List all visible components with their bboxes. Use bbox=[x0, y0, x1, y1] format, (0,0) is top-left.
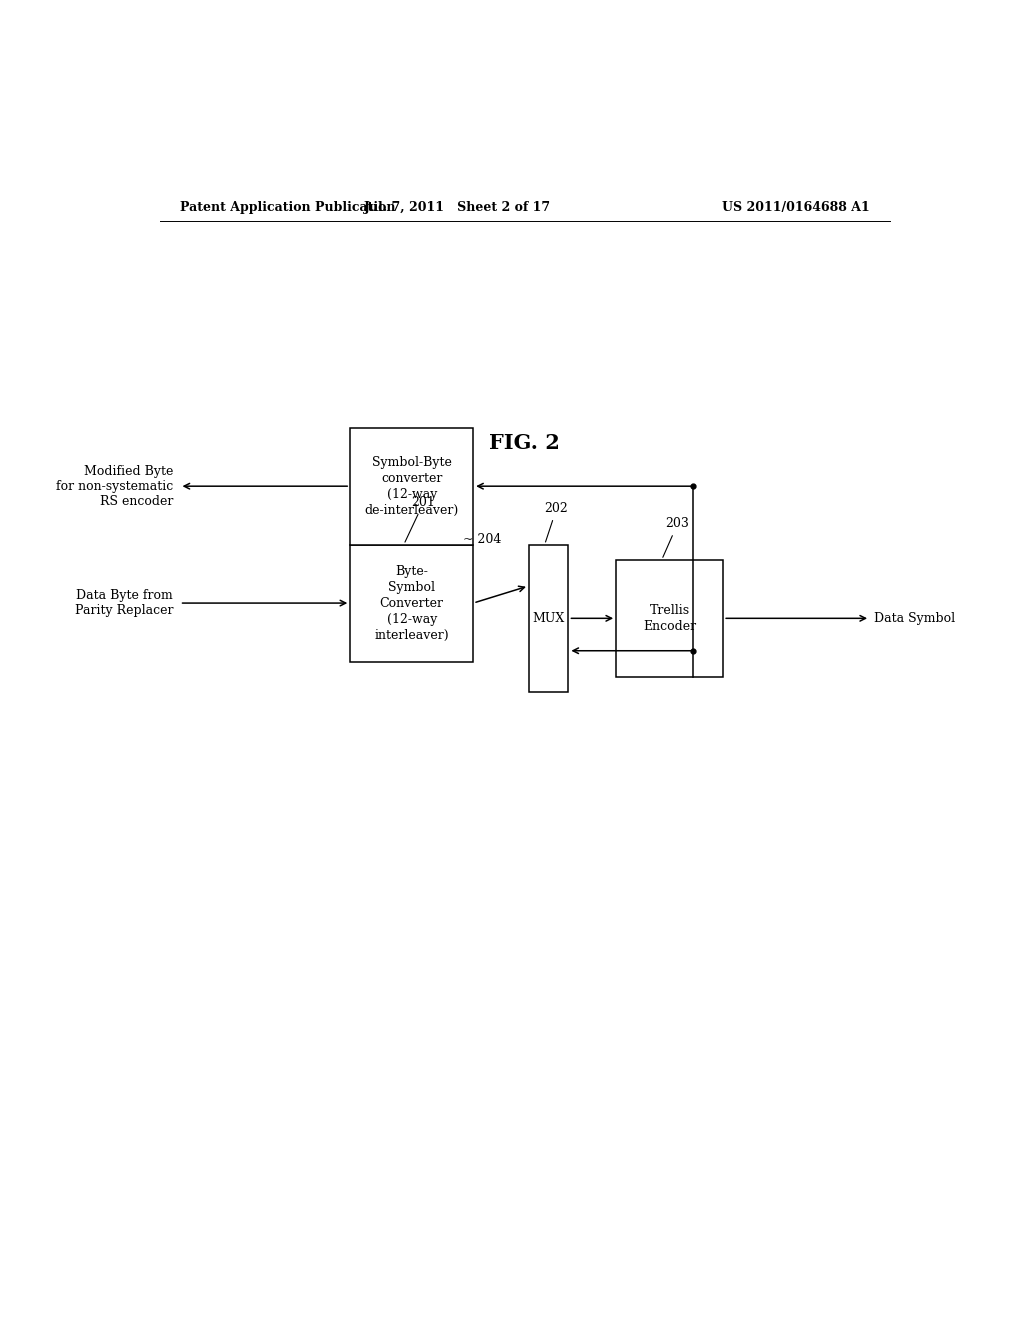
Text: 201: 201 bbox=[404, 496, 435, 543]
Text: Byte-
Symbol
Converter
(12-way
interleaver): Byte- Symbol Converter (12-way interleav… bbox=[375, 565, 450, 642]
Text: Trellis
Encoder: Trellis Encoder bbox=[643, 603, 696, 632]
Bar bbox=[616, 560, 723, 677]
Text: ~ 204: ~ 204 bbox=[463, 533, 502, 546]
Text: FIG. 2: FIG. 2 bbox=[489, 433, 560, 453]
Text: 203: 203 bbox=[663, 517, 689, 557]
Bar bbox=[350, 428, 473, 545]
Text: US 2011/0164688 A1: US 2011/0164688 A1 bbox=[722, 201, 870, 214]
Text: Data Symbol: Data Symbol bbox=[874, 612, 955, 624]
Text: 202: 202 bbox=[545, 502, 568, 543]
Text: Symbol-Byte
converter
(12-way
de-interleaver): Symbol-Byte converter (12-way de-interle… bbox=[365, 455, 459, 516]
Bar bbox=[350, 545, 473, 661]
Text: MUX: MUX bbox=[532, 612, 564, 624]
Text: Patent Application Publication: Patent Application Publication bbox=[179, 201, 395, 214]
Bar bbox=[528, 545, 568, 692]
Text: Jul. 7, 2011   Sheet 2 of 17: Jul. 7, 2011 Sheet 2 of 17 bbox=[364, 201, 551, 214]
Text: Data Byte from
Parity Replacer: Data Byte from Parity Replacer bbox=[75, 589, 173, 616]
Text: Modified Byte
for non-systematic
RS encoder: Modified Byte for non-systematic RS enco… bbox=[56, 465, 173, 508]
